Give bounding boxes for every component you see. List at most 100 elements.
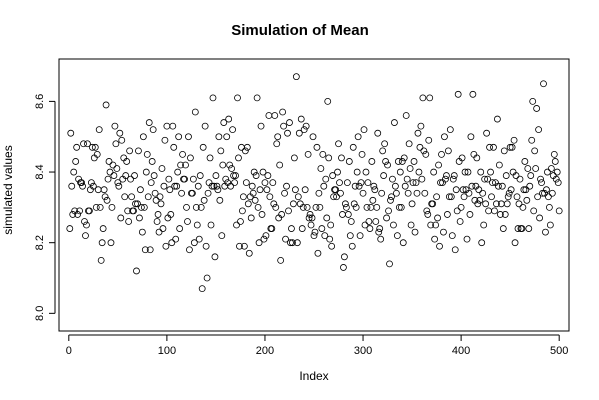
- data-point: [292, 73, 300, 81]
- data-point: [160, 182, 168, 190]
- data-point: [538, 179, 545, 187]
- data-point: [368, 158, 376, 165]
- data-point: [322, 175, 330, 183]
- data-point: [318, 225, 326, 232]
- data-point: [373, 203, 381, 211]
- data-point: [514, 225, 522, 232]
- data-point: [114, 179, 122, 187]
- data-point: [480, 221, 488, 229]
- data-point: [84, 140, 91, 148]
- data-point: [288, 225, 295, 232]
- data-point: [374, 129, 382, 137]
- data-point: [494, 182, 502, 190]
- data-point: [393, 232, 401, 240]
- data-point: [152, 196, 160, 204]
- data-point: [189, 175, 197, 183]
- data-point: [419, 94, 427, 102]
- data-point: [287, 239, 294, 247]
- data-point: [100, 186, 108, 194]
- data-point: [337, 189, 344, 197]
- data-point: [131, 172, 138, 179]
- x-axis-label: Index: [299, 369, 328, 383]
- data-point: [364, 179, 372, 187]
- data-point: [280, 122, 287, 130]
- data-point: [523, 196, 531, 204]
- data-point: [251, 196, 259, 204]
- data-point: [502, 172, 510, 179]
- data-point: [499, 225, 507, 232]
- y-tick-label: 8.4: [34, 164, 46, 179]
- y-tick-label: 8.6: [34, 94, 46, 109]
- data-point: [411, 228, 419, 236]
- data-point: [284, 129, 291, 137]
- data-point: [430, 168, 438, 176]
- data-point: [518, 225, 526, 232]
- data-point: [512, 172, 520, 179]
- data-point: [545, 203, 553, 211]
- data-point: [417, 122, 425, 130]
- data-point: [137, 203, 145, 211]
- x-tick-label: 200: [256, 345, 274, 357]
- data-point: [432, 221, 440, 229]
- data-point: [290, 154, 298, 162]
- data-point: [536, 214, 543, 222]
- data-point: [473, 154, 481, 162]
- data-point: [257, 122, 265, 130]
- data-point: [356, 232, 364, 240]
- data-point: [83, 221, 90, 229]
- data-point: [477, 168, 485, 176]
- data-point: [491, 207, 498, 215]
- data-point: [359, 189, 367, 197]
- data-point: [513, 193, 521, 201]
- data-point: [165, 175, 173, 183]
- data-point: [81, 218, 88, 225]
- data-point: [410, 158, 418, 165]
- data-point: [244, 200, 252, 208]
- data-point: [437, 179, 444, 187]
- data-point: [105, 158, 113, 165]
- data-point: [227, 182, 235, 190]
- data-point: [468, 182, 476, 190]
- data-point: [107, 239, 115, 247]
- data-point: [325, 154, 333, 162]
- data-point: [490, 143, 497, 151]
- data-point: [104, 175, 112, 183]
- data-point: [415, 168, 423, 176]
- data-point: [311, 228, 319, 236]
- x-tick-label: 500: [550, 345, 568, 357]
- data-point: [271, 112, 279, 119]
- data-point: [343, 179, 351, 187]
- data-point: [211, 253, 219, 261]
- data-point: [196, 172, 204, 179]
- data-point: [404, 189, 412, 197]
- data-point: [443, 211, 451, 218]
- data-point: [316, 203, 324, 211]
- data-point: [130, 207, 137, 215]
- x-axis: 0 100 200 300 400 500: [66, 334, 568, 357]
- data-point: [506, 143, 514, 151]
- data-point: [535, 126, 542, 134]
- data-point: [206, 154, 214, 162]
- data-point: [76, 207, 83, 215]
- data-point: [278, 211, 286, 218]
- data-point: [172, 235, 180, 243]
- data-point: [365, 218, 373, 225]
- data-point: [319, 150, 327, 158]
- data-point: [403, 175, 411, 183]
- data-point: [392, 189, 400, 197]
- data-point: [235, 154, 242, 162]
- data-point: [302, 122, 310, 130]
- data-point: [225, 115, 233, 123]
- data-point: [391, 119, 398, 126]
- data-point: [555, 207, 563, 215]
- data-point: [308, 214, 316, 222]
- data-point: [516, 175, 524, 183]
- data-point: [382, 158, 389, 165]
- data-point: [209, 94, 217, 102]
- data-point: [219, 161, 227, 169]
- data-point: [171, 182, 179, 190]
- data-point: [273, 140, 281, 148]
- data-point: [488, 193, 495, 201]
